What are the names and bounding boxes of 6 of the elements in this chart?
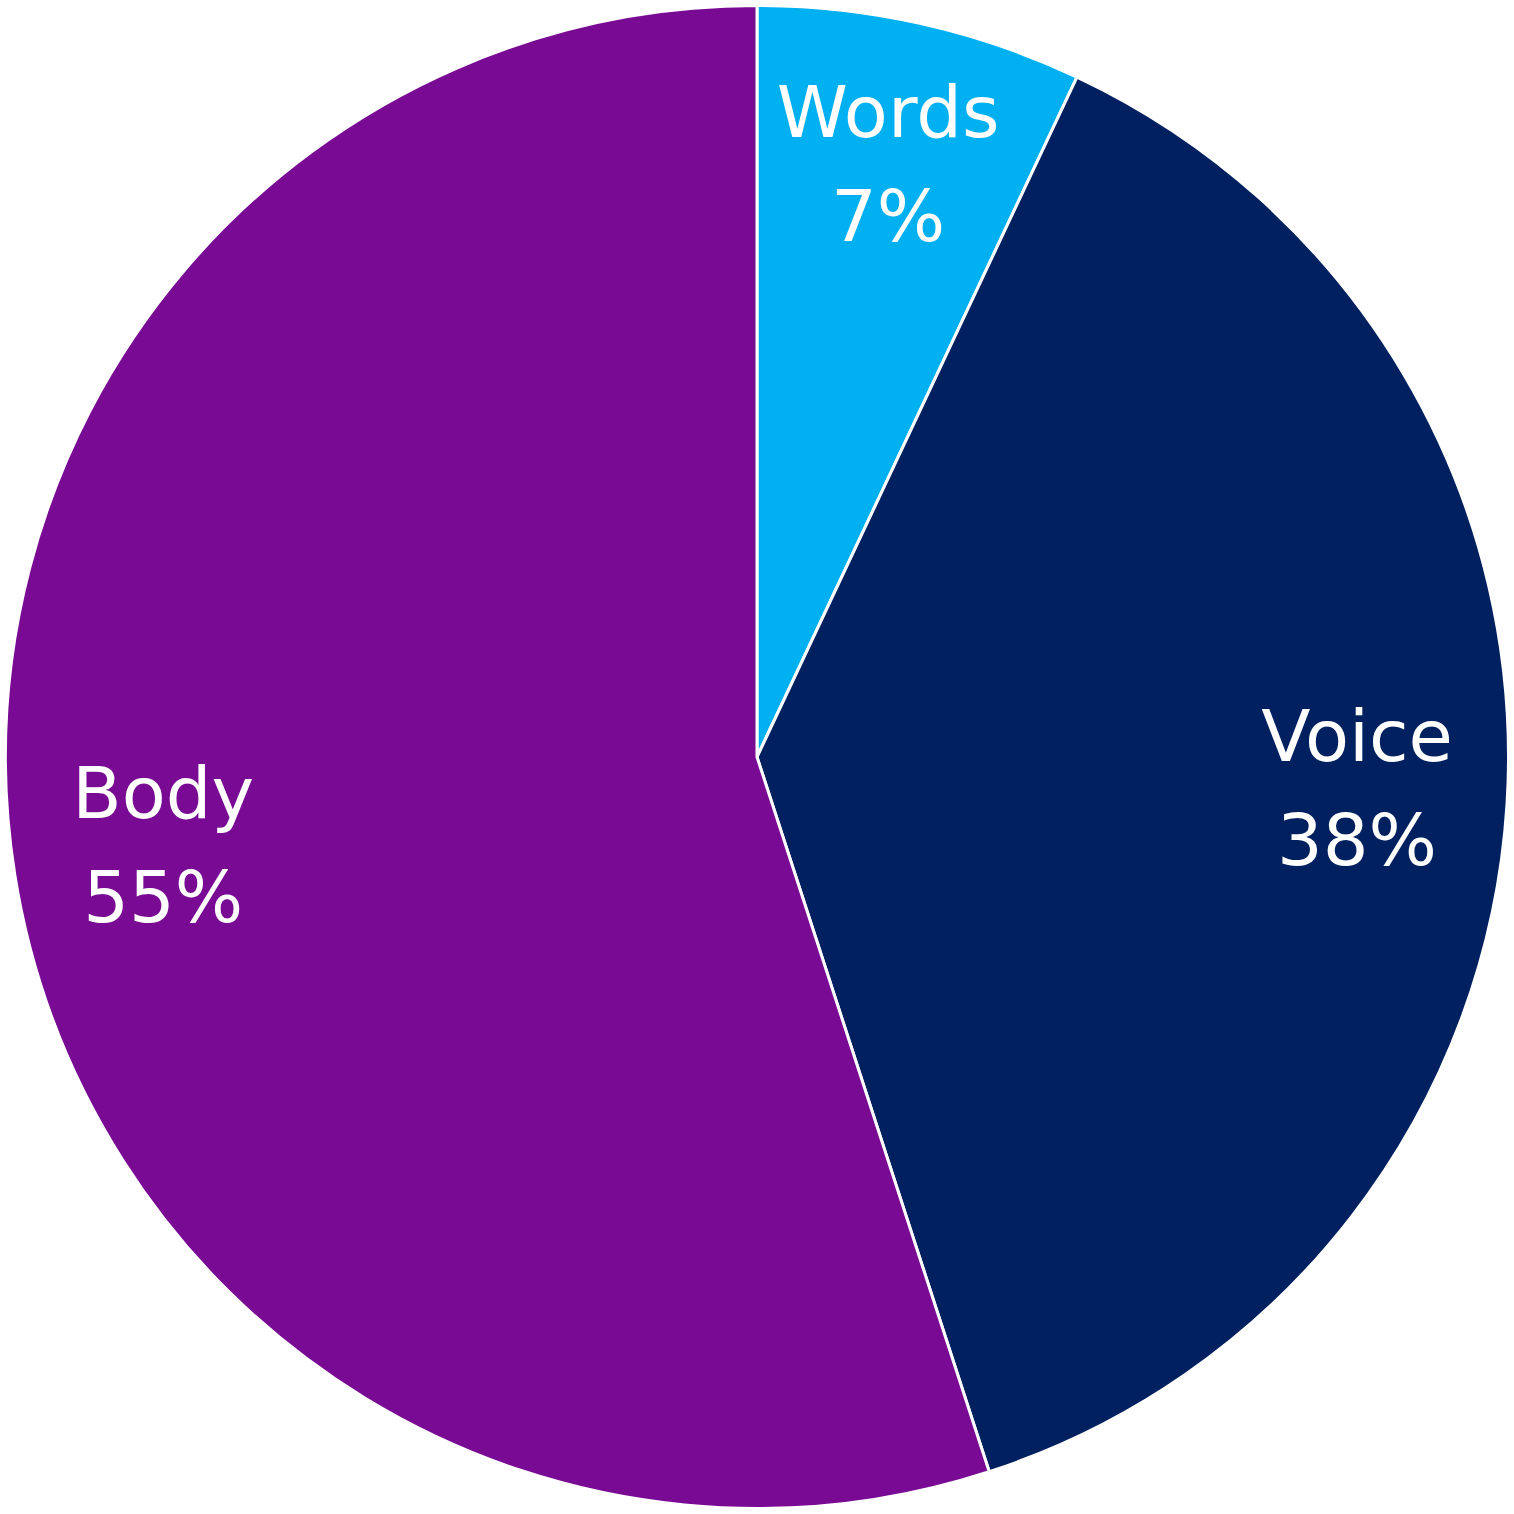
slice-label: Body [72,750,255,835]
data-label: 55% [83,854,244,939]
data-label: 38% [1277,798,1438,883]
slice-label: Voice [1261,694,1453,779]
slice-label: Words [776,69,1000,154]
data-label: 7% [831,173,946,258]
